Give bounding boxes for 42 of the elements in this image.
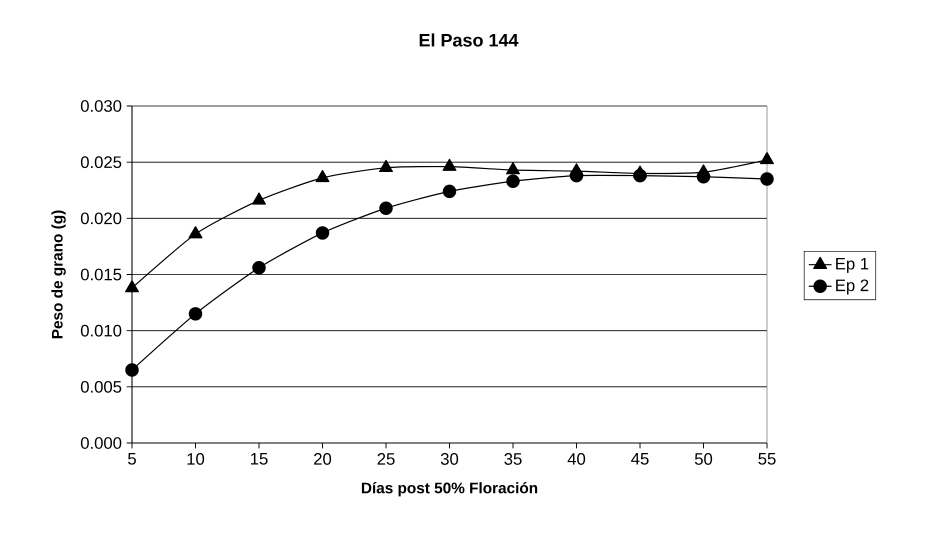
x-tick-label: 55 [758,453,776,465]
x-tick-label: 25 [378,453,395,465]
point [760,152,774,164]
point [379,160,393,172]
x-tick-label: 15 [251,453,268,465]
x-tick-label: 30 [440,453,458,465]
point [379,201,393,215]
point [570,168,584,182]
y-axis-title: Peso de grano (g) [51,210,66,338]
y-tick-label: 0.015 [80,268,122,280]
point [252,192,266,205]
x-tick-label: 40 [568,453,586,465]
point [316,226,330,240]
x-tick-label: 45 [631,453,649,465]
point [760,172,774,186]
point [633,168,647,182]
y-tick-label: 0.005 [80,380,122,393]
legend-label: Ep 1 [836,258,868,273]
point [125,363,139,377]
point [442,158,456,171]
x-tick-label: 35 [504,453,522,465]
point [125,280,139,292]
y-tick-label: 0.025 [80,156,122,168]
x-tick-label: 50 [694,453,712,465]
legend-label: Ep 2 [836,279,868,295]
y-tick-label: 0.030 [80,100,122,112]
point [442,184,456,198]
chart-title: El Paso 144 [420,33,518,47]
point [252,261,266,274]
y-tick-label: 0.000 [80,437,122,449]
point [506,174,520,188]
point [696,170,710,184]
point [506,162,520,174]
point [188,307,202,321]
x-tick-label: 5 [128,453,136,465]
x-axis-title: Días post 50% Floración [362,482,538,496]
point [188,226,202,238]
y-tick-label: 0.010 [80,324,122,337]
x-tick-label: 20 [314,453,332,465]
y-tick-label: 0.020 [80,212,122,224]
point [316,170,330,182]
x-tick-label: 10 [188,453,204,465]
